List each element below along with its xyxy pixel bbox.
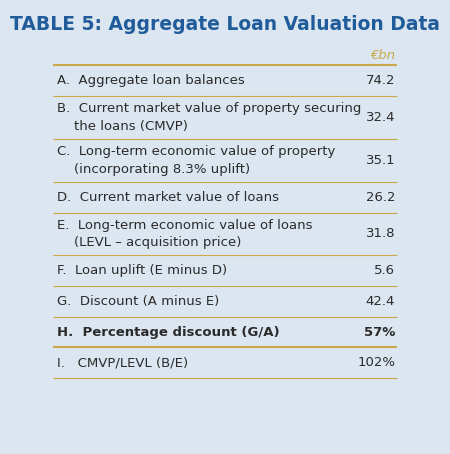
Text: TABLE 5: Aggregate Loan Valuation Data: TABLE 5: Aggregate Loan Valuation Data bbox=[10, 15, 440, 34]
Text: D.  Current market value of loans: D. Current market value of loans bbox=[57, 191, 279, 204]
Text: G.  Discount (A minus E): G. Discount (A minus E) bbox=[57, 295, 219, 308]
Text: 5.6: 5.6 bbox=[374, 264, 395, 277]
Text: €bn: €bn bbox=[370, 49, 395, 62]
Text: 57%: 57% bbox=[364, 326, 395, 339]
Text: 31.8: 31.8 bbox=[366, 227, 395, 241]
Text: C.  Long-term economic value of property
    (incorporating 8.3% uplift): C. Long-term economic value of property … bbox=[57, 145, 335, 176]
Text: 102%: 102% bbox=[357, 356, 395, 369]
Text: 32.4: 32.4 bbox=[366, 111, 395, 124]
Text: I.   CMVP/LEVL (B/E): I. CMVP/LEVL (B/E) bbox=[57, 356, 188, 369]
Text: F.  Loan uplift (E minus D): F. Loan uplift (E minus D) bbox=[57, 264, 227, 277]
Text: 74.2: 74.2 bbox=[366, 74, 395, 87]
Text: 35.1: 35.1 bbox=[365, 154, 395, 167]
Text: B.  Current market value of property securing
    the loans (CMVP): B. Current market value of property secu… bbox=[57, 102, 361, 133]
Text: A.  Aggregate loan balances: A. Aggregate loan balances bbox=[57, 74, 244, 87]
Text: E.  Long-term economic value of loans
    (LEVL – acquisition price): E. Long-term economic value of loans (LE… bbox=[57, 219, 312, 249]
Text: 42.4: 42.4 bbox=[366, 295, 395, 308]
Text: 26.2: 26.2 bbox=[366, 191, 395, 204]
Text: H.  Percentage discount (G/A): H. Percentage discount (G/A) bbox=[57, 326, 279, 339]
